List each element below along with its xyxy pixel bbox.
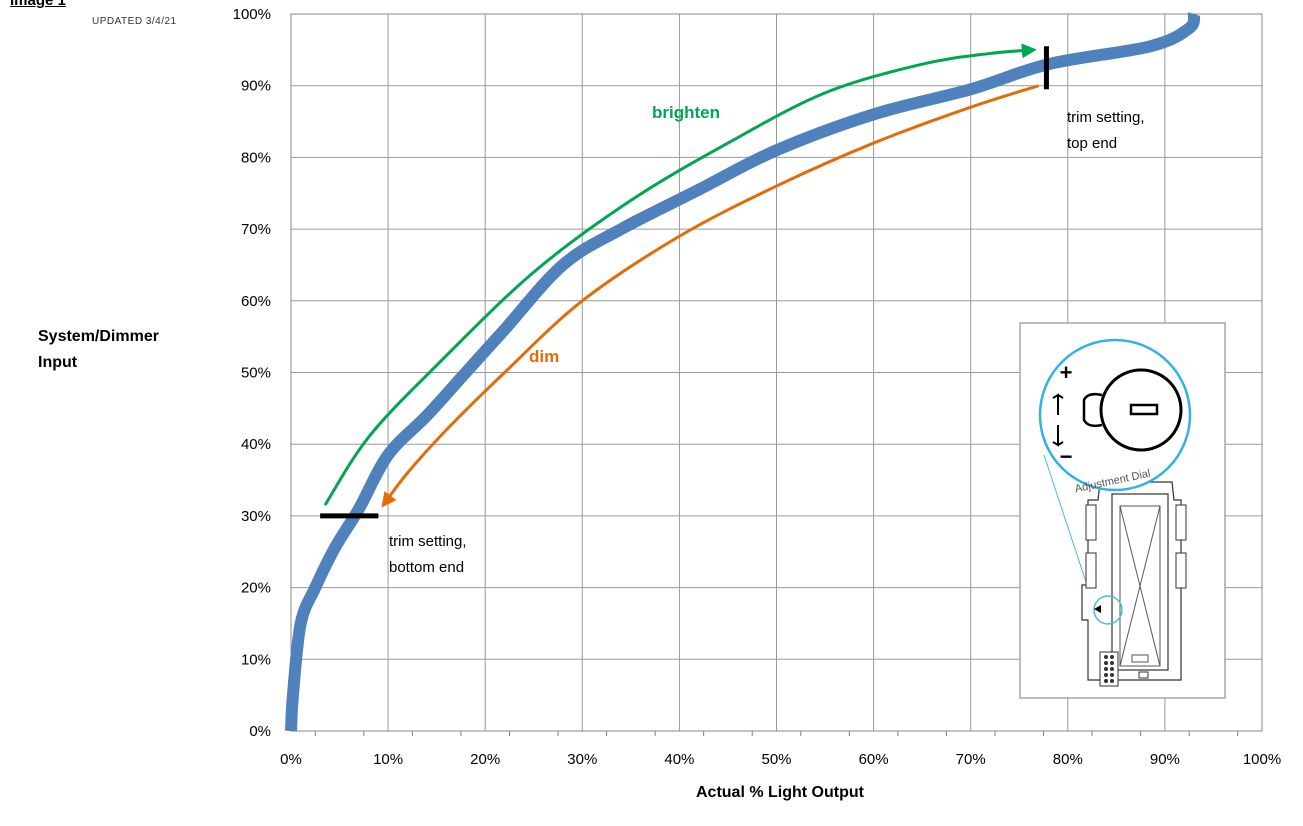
y-tick-label: 30% xyxy=(241,508,271,525)
y-tick-label: 0% xyxy=(249,723,271,740)
dial-notch xyxy=(1082,392,1103,428)
dimmer-paddle-inner xyxy=(1119,505,1161,667)
y-tick-label: 70% xyxy=(241,221,271,238)
dimmer-connector-pin xyxy=(1104,679,1108,683)
dimmer-tab xyxy=(1085,504,1097,541)
adjustment-dial-zoom xyxy=(1038,338,1192,492)
dimmer-connector-pin xyxy=(1110,673,1114,677)
y-tick-label: 20% xyxy=(241,580,271,597)
x-tick-label: 60% xyxy=(859,751,889,768)
trim-top-label-line-2: top end xyxy=(1067,135,1117,152)
updated-note: UPDATED 3/4/21 xyxy=(92,16,177,27)
y-tick-label: 60% xyxy=(241,293,271,310)
dial-slot xyxy=(1129,403,1159,416)
y-tick-label: 100% xyxy=(233,6,271,23)
dimmer-tab xyxy=(1085,552,1097,589)
plot-area xyxy=(290,13,1263,732)
dimmer-tab xyxy=(1175,552,1187,589)
x-tick-label: 90% xyxy=(1150,751,1180,768)
dimmer-paddle-cross xyxy=(1119,505,1161,667)
dimmer-connector xyxy=(1099,651,1119,687)
dimmer-paddle xyxy=(1111,493,1169,671)
brighten-label: brighten xyxy=(652,103,720,122)
dim-label: dim xyxy=(529,347,559,366)
x-tick-label: 30% xyxy=(567,751,597,768)
dimmer-screw xyxy=(1138,671,1149,679)
image-title: Image 1 xyxy=(10,0,66,9)
dial-highlight-circle xyxy=(1093,595,1123,625)
y-axis-label-line-1: System/Dimmer xyxy=(38,328,159,345)
dim-arrow xyxy=(381,84,1040,508)
x-tick-label: 100% xyxy=(1243,751,1281,768)
y-axis-label-line-2: Input xyxy=(38,354,78,371)
dimmer-connector-pin xyxy=(1110,679,1114,683)
x-tick-label: 70% xyxy=(956,751,986,768)
dimmer-connector-pin xyxy=(1104,667,1108,671)
y-tick-label: 50% xyxy=(241,365,271,382)
dimmer-connector-pin xyxy=(1110,655,1114,659)
dimmer-connector-pin xyxy=(1104,661,1108,665)
dimming-curve-line xyxy=(285,12,1201,732)
dial-up-arrow-icon xyxy=(1052,393,1064,415)
y-tick-label: 90% xyxy=(241,78,271,95)
y-axis-label: System/Dimmer Input xyxy=(38,324,208,376)
y-tick-label: 80% xyxy=(241,149,271,166)
x-tick-label: 10% xyxy=(373,751,403,768)
dimmer-led xyxy=(1131,654,1149,663)
dimmer-connector-pin xyxy=(1110,661,1114,665)
dial-small-icon xyxy=(1094,605,1101,613)
x-tick-label: 0% xyxy=(280,751,302,768)
x-tick-label: 80% xyxy=(1053,751,1083,768)
trim-top-label-line-1: trim setting, xyxy=(1067,109,1145,126)
x-tick-label: 50% xyxy=(761,751,791,768)
dial-knob xyxy=(1099,368,1183,452)
y-tick-label: 10% xyxy=(241,651,271,668)
dimmer-connector-pin xyxy=(1110,667,1114,671)
trim-bottom-label-line-2: bottom end xyxy=(389,559,464,576)
trim-bottom-label-line-1: trim setting, xyxy=(389,533,467,550)
dimmer-connector-pin xyxy=(1104,655,1108,659)
y-tick-label: 40% xyxy=(241,436,271,453)
dimmer-tab xyxy=(1175,504,1187,541)
x-axis-label: Actual % Light Output xyxy=(696,784,864,801)
dimmer-connector-pin xyxy=(1104,673,1108,677)
brighten-arrow xyxy=(323,43,1037,506)
dial-minus-sign: − xyxy=(1060,444,1073,469)
zoom-line xyxy=(1043,454,1093,601)
x-tick-label: 40% xyxy=(664,751,694,768)
dial-plus-sign: + xyxy=(1060,360,1073,385)
dial-down-arrow-icon xyxy=(1052,425,1064,447)
dimmer-inset-illustration: +−Adjustment Dial xyxy=(1019,322,1226,699)
x-tick-label: 20% xyxy=(470,751,500,768)
